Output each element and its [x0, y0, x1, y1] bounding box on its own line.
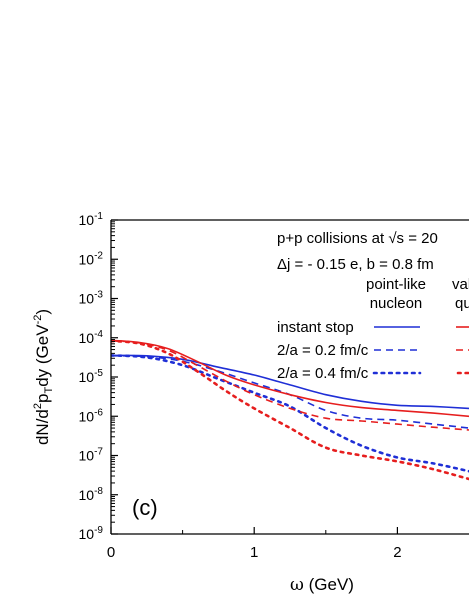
series-point-like-dotted [111, 354, 469, 473]
annotation-line-2: Δj = - 0.15 e, b = 0.8 fm [277, 256, 434, 273]
legend-header-col2-line2: qu [455, 295, 469, 312]
y-tick-label-5: 10-6 [79, 407, 104, 424]
y-axis-label-post: dy (GeV [33, 324, 52, 387]
y-tick-label-2: 10-3 [79, 290, 104, 307]
series-layer [111, 339, 469, 481]
series-valence-dotted [111, 339, 469, 481]
x-axis-label-unit: (GeV) [304, 575, 354, 594]
annotation-line-1: p+p collisions at √s = 20 [277, 230, 438, 247]
y-axis-label-sub: T [43, 387, 55, 394]
y-tick-label-0: 10-1 [79, 211, 104, 228]
x-axis-label: ω (GeV) [290, 575, 354, 595]
y-axis-label-end: ) [33, 309, 52, 315]
legend-label-0-2: 2/a = 0.2 fm/c [277, 342, 369, 359]
legend-label-instant-stop: instant stop [277, 319, 354, 336]
y-axis-label: dN/d2pTdy (GeV-2) [32, 309, 55, 445]
legend: instant stop 2/a = 0.2 fm/c 2/a = 0.4 fm… [277, 319, 469, 382]
y-tick-label-6: 10-7 [79, 447, 104, 464]
x-axis-label-symbol: ω [290, 575, 304, 595]
x-tick-label-2: 2 [393, 544, 401, 561]
legend-header-col1-line1: point-like [366, 276, 426, 293]
series-point-like-solid [111, 354, 469, 410]
y-tick-label-3: 10-4 [79, 329, 104, 346]
x-tick-label-0: 0 [107, 544, 115, 561]
panel-label: (c) [132, 495, 158, 520]
legend-header-col2-line1: val [452, 276, 469, 293]
y-axis-label-sup1: 2 [32, 403, 44, 409]
y-axis-label-mid: p [33, 394, 52, 403]
series-valence-solid [111, 339, 469, 418]
legend-label-0-4: 2/a = 0.4 fm/c [277, 365, 369, 382]
y-tick-label-1: 10-2 [79, 250, 104, 267]
x-tick-label-1: 1 [250, 544, 258, 561]
y-tick-label-7: 10-8 [79, 486, 104, 503]
series-valence-dashed [111, 340, 469, 431]
y-tick-label-8: 10-9 [79, 525, 104, 542]
y-axis-label-pre: dN/d [33, 409, 52, 445]
ticks-layer: 10-1 10-2 10-3 10-4 10-5 10-6 10-7 10-8 10-90 1 2 [79, 211, 402, 561]
legend-header-col1-line2: nucleon [370, 295, 423, 312]
y-tick-label-4: 10-5 [79, 368, 104, 385]
y-axis-label-sup2: -2 [32, 315, 44, 325]
